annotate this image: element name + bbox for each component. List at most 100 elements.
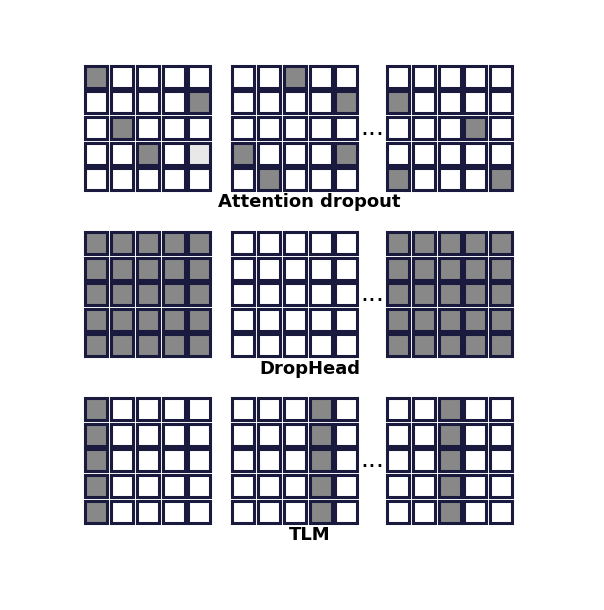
- Bar: [439, 257, 461, 279]
- Bar: [310, 398, 332, 420]
- Bar: [413, 66, 435, 88]
- Bar: [111, 501, 133, 523]
- Bar: [439, 283, 461, 305]
- Bar: [439, 334, 461, 356]
- Bar: [413, 168, 435, 190]
- Bar: [232, 257, 254, 279]
- Bar: [413, 257, 435, 279]
- Bar: [85, 92, 108, 113]
- Bar: [464, 92, 486, 113]
- Bar: [284, 66, 306, 88]
- Bar: [232, 117, 254, 139]
- Bar: [85, 334, 108, 356]
- Bar: [188, 475, 210, 497]
- Bar: [137, 117, 159, 139]
- Bar: [387, 475, 409, 497]
- Bar: [335, 398, 358, 420]
- Bar: [335, 232, 358, 254]
- Bar: [162, 143, 185, 165]
- Bar: [490, 66, 512, 88]
- Bar: [464, 309, 486, 331]
- Bar: [464, 257, 486, 279]
- Bar: [111, 424, 133, 446]
- Bar: [85, 257, 108, 279]
- Bar: [188, 309, 210, 331]
- Bar: [162, 309, 185, 331]
- Bar: [258, 309, 280, 331]
- Text: ...: ...: [360, 448, 384, 472]
- Bar: [464, 450, 486, 472]
- Bar: [335, 283, 358, 305]
- Bar: [490, 92, 512, 113]
- Bar: [439, 168, 461, 190]
- Bar: [111, 450, 133, 472]
- Bar: [439, 398, 461, 420]
- Bar: [137, 257, 159, 279]
- Bar: [310, 143, 332, 165]
- Text: Attention dropout: Attention dropout: [218, 193, 401, 212]
- Bar: [232, 501, 254, 523]
- Bar: [137, 283, 159, 305]
- Bar: [310, 309, 332, 331]
- Bar: [232, 334, 254, 356]
- Bar: [439, 424, 461, 446]
- Bar: [137, 334, 159, 356]
- Bar: [439, 501, 461, 523]
- Bar: [310, 257, 332, 279]
- Bar: [335, 117, 358, 139]
- Bar: [335, 92, 358, 113]
- Bar: [137, 92, 159, 113]
- Bar: [284, 334, 306, 356]
- Bar: [162, 168, 185, 190]
- Bar: [162, 117, 185, 139]
- Bar: [232, 450, 254, 472]
- Bar: [232, 398, 254, 420]
- Bar: [137, 309, 159, 331]
- Bar: [464, 66, 486, 88]
- Bar: [310, 232, 332, 254]
- Bar: [188, 92, 210, 113]
- Bar: [188, 334, 210, 356]
- Bar: [258, 398, 280, 420]
- Bar: [188, 117, 210, 139]
- Bar: [85, 475, 108, 497]
- Bar: [162, 66, 185, 88]
- Bar: [188, 257, 210, 279]
- Bar: [111, 309, 133, 331]
- Bar: [85, 117, 108, 139]
- Bar: [464, 334, 486, 356]
- Bar: [413, 334, 435, 356]
- Bar: [464, 143, 486, 165]
- Bar: [137, 501, 159, 523]
- Bar: [464, 168, 486, 190]
- Bar: [387, 168, 409, 190]
- Bar: [464, 501, 486, 523]
- Bar: [258, 232, 280, 254]
- Bar: [490, 501, 512, 523]
- Bar: [413, 143, 435, 165]
- Bar: [188, 168, 210, 190]
- Bar: [232, 92, 254, 113]
- Bar: [387, 257, 409, 279]
- Bar: [137, 424, 159, 446]
- Bar: [137, 232, 159, 254]
- Bar: [258, 450, 280, 472]
- Bar: [111, 232, 133, 254]
- Bar: [335, 168, 358, 190]
- Bar: [464, 398, 486, 420]
- Bar: [188, 450, 210, 472]
- Bar: [162, 232, 185, 254]
- Bar: [162, 398, 185, 420]
- Bar: [413, 450, 435, 472]
- Bar: [387, 334, 409, 356]
- Bar: [188, 398, 210, 420]
- Bar: [284, 92, 306, 113]
- Bar: [162, 257, 185, 279]
- Bar: [490, 334, 512, 356]
- Bar: [111, 92, 133, 113]
- Bar: [310, 66, 332, 88]
- Bar: [85, 168, 108, 190]
- Bar: [335, 450, 358, 472]
- Bar: [162, 450, 185, 472]
- Bar: [439, 232, 461, 254]
